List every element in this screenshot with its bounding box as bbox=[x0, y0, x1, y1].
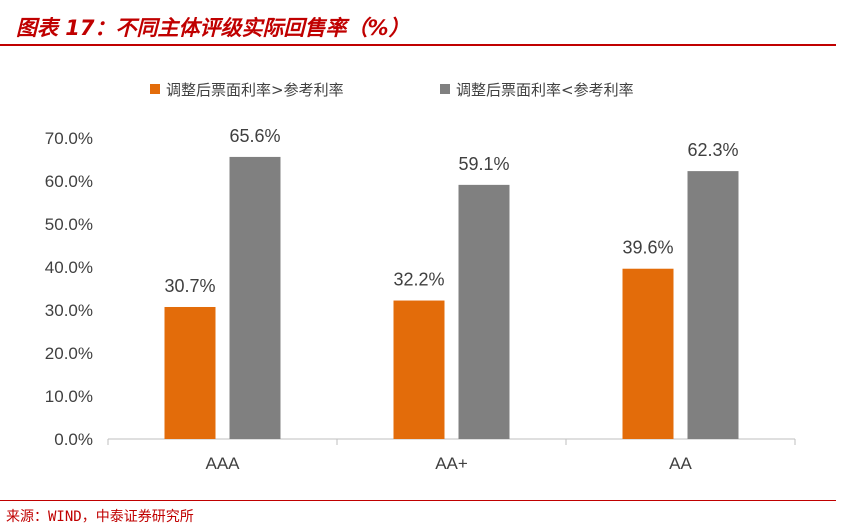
data-label: 62.3% bbox=[687, 140, 738, 160]
footer-rule bbox=[0, 500, 836, 501]
data-label: 32.2% bbox=[393, 270, 444, 290]
legend-label-1: 调整后票面利率>参考利率 bbox=[166, 81, 344, 99]
bar-chart: 调整后票面利率>参考利率 调整后票面利率<参考利率 0.0% 10.0% 20.0% 3… bbox=[45, 81, 796, 473]
x-category-label: AAA bbox=[205, 454, 240, 473]
data-label: 30.7% bbox=[164, 276, 215, 296]
bar-2-AA bbox=[687, 171, 739, 440]
x-category-label: AA bbox=[669, 454, 692, 473]
bar-series bbox=[164, 156, 739, 440]
chart-legend: 调整后票面利率>参考利率 调整后票面利率<参考利率 bbox=[150, 81, 634, 99]
data-label: 65.6% bbox=[229, 126, 280, 146]
y-tick-label: 30.0% bbox=[45, 301, 93, 320]
data-label: 59.1% bbox=[458, 154, 509, 174]
y-axis: 0.0% 10.0% 20.0% 30.0% 40.0% 50.0% 60.0% 70.0% bbox=[45, 129, 93, 449]
legend-label-2: 调整后票面利率<参考利率 bbox=[456, 81, 634, 99]
y-tick-label: 70.0% bbox=[45, 129, 93, 148]
y-tick-label: 20.0% bbox=[45, 344, 93, 363]
data-label: 39.6% bbox=[622, 238, 673, 258]
x-category-label: AA+ bbox=[435, 454, 468, 473]
bar-1-AAA bbox=[164, 306, 216, 439]
legend-swatch-1 bbox=[150, 84, 160, 94]
data-labels: 30.7% 65.6% 32.2% 59.1% 39.6% 62.3% bbox=[164, 126, 738, 296]
bar-1-AA bbox=[622, 268, 674, 439]
y-tick-label: 60.0% bbox=[45, 172, 93, 191]
legend-swatch-2 bbox=[440, 84, 450, 94]
figure-title: 图表 17：不同主体评级实际回售率（%） bbox=[16, 16, 410, 40]
y-tick-label: 40.0% bbox=[45, 258, 93, 277]
bar-2-AA+ bbox=[458, 184, 510, 439]
bar-2-AAA bbox=[229, 156, 281, 440]
source-note: 来源：WIND，中泰证券研究所 bbox=[6, 509, 194, 525]
y-tick-label: 50.0% bbox=[45, 215, 93, 234]
y-tick-label: 0.0% bbox=[54, 430, 93, 449]
title-rule bbox=[0, 44, 836, 46]
bar-1-AA+ bbox=[393, 300, 445, 439]
y-tick-label: 10.0% bbox=[45, 387, 93, 406]
x-axis: AAA AA+ AA bbox=[107, 438, 796, 473]
